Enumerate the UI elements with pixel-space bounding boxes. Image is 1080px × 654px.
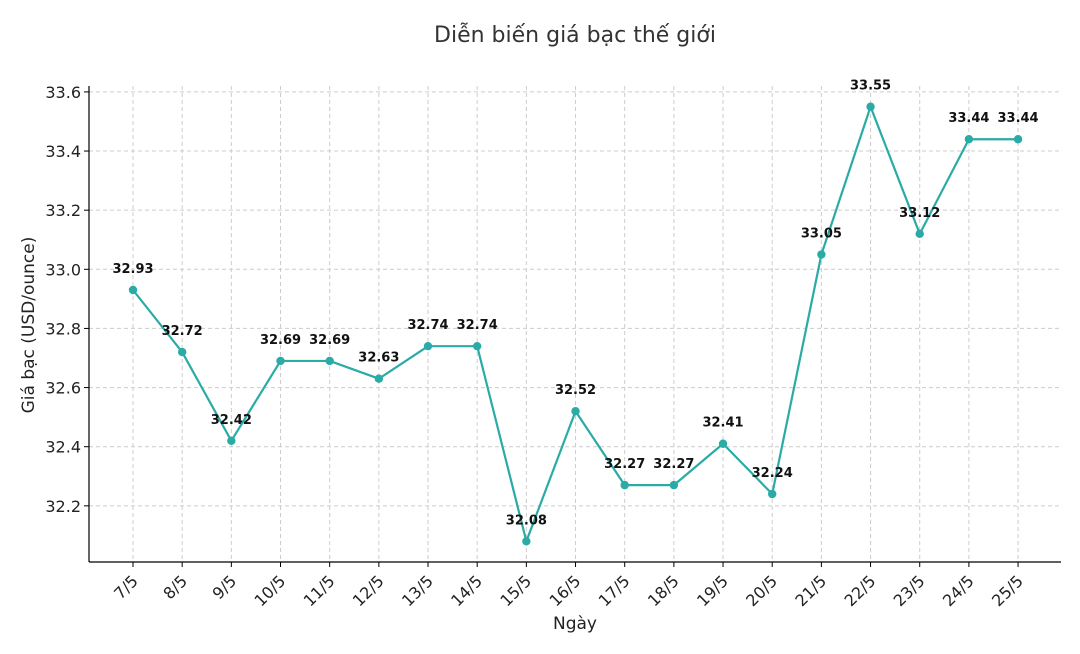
y-tick-label: 32.8 — [45, 319, 81, 338]
x-axis-ticks: 7/5 8/5 9/5 10/5 11/5 12/5 13/5 14/5 15/5 16/5 17/… — [110, 562, 1027, 610]
data-point — [177, 347, 187, 357]
data-point — [1013, 135, 1023, 144]
x-tick-label: 21/5 — [791, 571, 830, 610]
data-point — [128, 285, 138, 295]
data-label: 33.05 — [801, 227, 842, 242]
x-tick-label: 14/5 — [447, 571, 486, 610]
x-tick-label: 22/5 — [841, 571, 880, 610]
x-tick-label: 18/5 — [644, 571, 683, 610]
data-label: 33.44 — [997, 111, 1038, 126]
x-tick-label: 13/5 — [398, 571, 437, 610]
data-label: 33.44 — [948, 111, 989, 126]
series-layer — [128, 102, 1023, 546]
data-point — [276, 356, 285, 366]
x-axis-label: Ngày — [553, 614, 597, 634]
x-tick-label: 7/5 — [110, 571, 142, 603]
data-label: 32.63 — [358, 351, 399, 366]
data-label: 32.93 — [112, 262, 153, 277]
data-point — [718, 439, 728, 448]
data-label: 32.69 — [260, 333, 301, 348]
x-tick-label: 11/5 — [300, 571, 339, 610]
data-label: 32.24 — [752, 466, 793, 481]
data-point — [620, 480, 629, 490]
x-tick-label: 16/5 — [546, 571, 585, 610]
data-label: 32.72 — [162, 324, 203, 339]
y-tick-label: 32.6 — [45, 379, 81, 398]
x-tick-label: 24/5 — [939, 571, 978, 610]
y-tick-label: 33.2 — [45, 201, 81, 220]
data-label: 32.08 — [506, 513, 547, 528]
y-tick-label: 33.0 — [45, 260, 81, 279]
data-label: 32.27 — [604, 457, 645, 472]
x-tick-label: 10/5 — [250, 571, 289, 610]
grid-lines — [89, 86, 1061, 562]
data-label: 32.52 — [555, 383, 596, 398]
data-point — [669, 480, 679, 490]
y-tick-label: 33.6 — [45, 83, 81, 102]
x-tick-label: 19/5 — [693, 571, 732, 610]
y-axis-label: Giá bạc (USD/ounce) — [19, 237, 39, 414]
data-point — [866, 102, 875, 111]
y-axis-ticks: 32.2 32.4 32.6 32.8 33.0 33.2 33.4 33.6 — [45, 83, 89, 516]
x-tick-label: 25/5 — [988, 571, 1027, 610]
data-point — [374, 374, 384, 383]
data-point — [522, 537, 531, 546]
data-label: 32.41 — [702, 416, 743, 431]
data-point — [964, 135, 974, 144]
data-label: 33.12 — [899, 206, 940, 221]
data-label: 32.42 — [211, 413, 252, 428]
data-point — [472, 341, 482, 351]
y-tick-label: 32.4 — [45, 438, 81, 457]
data-labels: 32.93 32.72 32.42 32.69 32.69 32.63 32.74 32.74… — [112, 79, 1038, 529]
x-tick-label: 20/5 — [742, 571, 781, 610]
x-tick-label: 15/5 — [496, 571, 535, 610]
data-point — [817, 250, 826, 259]
data-label: 32.74 — [457, 318, 498, 333]
data-point — [325, 356, 334, 366]
data-label: 32.74 — [407, 318, 448, 333]
data-point — [768, 489, 777, 499]
y-tick-label: 33.4 — [45, 142, 81, 161]
data-point — [915, 229, 924, 239]
data-point — [571, 407, 580, 416]
x-tick-label: 9/5 — [209, 571, 241, 603]
data-label: 33.55 — [850, 79, 891, 94]
y-tick-label: 32.2 — [45, 497, 81, 516]
data-label: 32.69 — [309, 333, 350, 348]
x-tick-label: 23/5 — [890, 571, 929, 610]
data-point — [227, 436, 236, 445]
x-tick-label: 17/5 — [595, 571, 634, 610]
x-tick-label: 8/5 — [159, 571, 191, 603]
data-label: 32.27 — [653, 457, 694, 472]
axes — [88, 86, 1061, 563]
data-point — [423, 341, 433, 351]
x-tick-label: 12/5 — [349, 571, 388, 610]
chart-title: Diễn biến giá bạc thế giới — [434, 22, 716, 48]
